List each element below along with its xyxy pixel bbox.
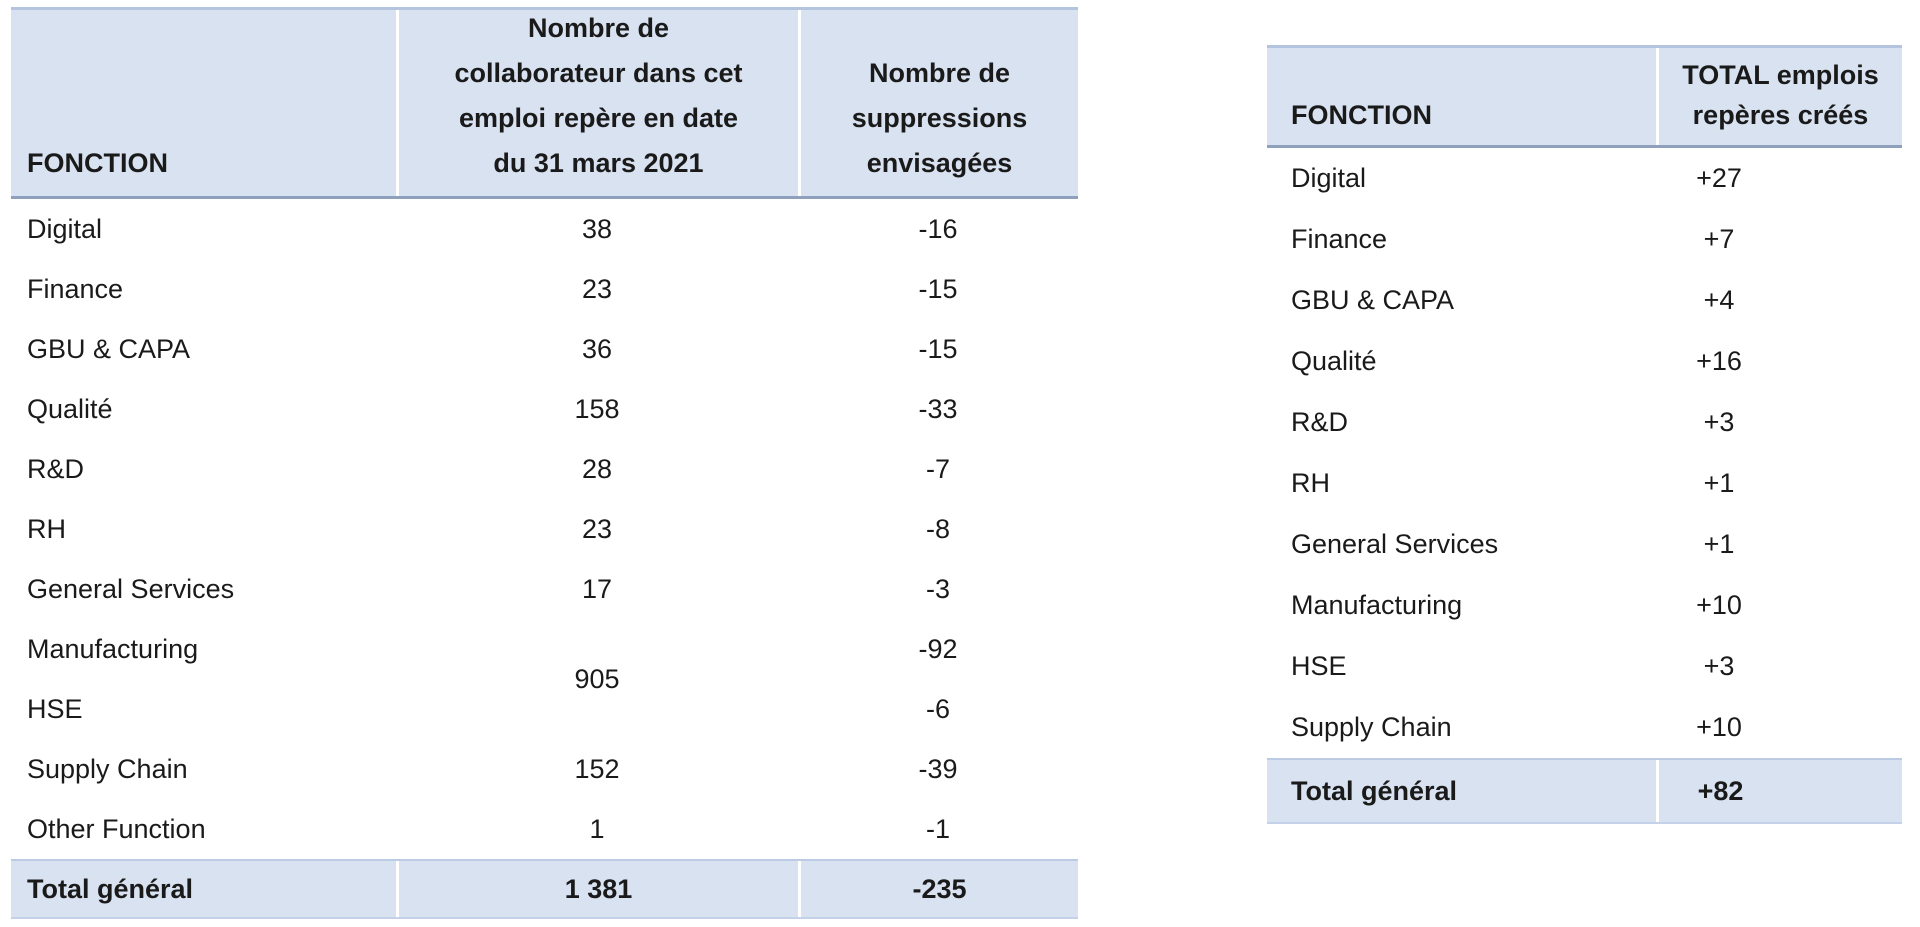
- total-row: Total général 1 381 -235: [11, 859, 1078, 919]
- fonction-cell: HSE: [27, 693, 83, 724]
- table-row-rh: RH +1: [1267, 453, 1902, 514]
- table-row-group-manufacturing-hse: Manufacturing HSE 905 -92 -6: [11, 619, 1078, 739]
- fonction-cell: R&D: [1291, 407, 1349, 437]
- header-total-emplois: TOTAL emplois repères créés: [1656, 48, 1902, 145]
- total-headcount: 1 381: [396, 861, 798, 917]
- value-cell: +4: [1703, 285, 1735, 315]
- table-row-gbu-capa: GBU & CAPA 36 -15: [11, 319, 1078, 379]
- creations-table-header: FONCTION TOTAL emplois repères créés: [1267, 45, 1902, 148]
- headcount-cell: 23: [581, 513, 613, 544]
- fonction-cell: RH: [27, 513, 66, 544]
- suppressions-cell: -8: [925, 513, 950, 544]
- suppressions-table-header: FONCTION Nombre de collaborateur dans ce…: [11, 7, 1078, 199]
- fonction-cell: Finance: [1291, 224, 1388, 254]
- suppressions-table: FONCTION Nombre de collaborateur dans ce…: [11, 7, 1078, 919]
- total-label: Total général: [1291, 775, 1458, 806]
- suppressions-cell: -33: [918, 393, 958, 424]
- table-row-rh: RH 23 -8: [11, 499, 1078, 559]
- header-fonction-label: FONCTION: [1291, 100, 1432, 130]
- value-cell: +27: [1696, 163, 1742, 193]
- fonction-cell: Supply Chain: [1291, 712, 1452, 742]
- value-cell: +7: [1703, 224, 1735, 254]
- fonction-cell: Digital: [27, 213, 103, 244]
- suppressions-cell: -92: [918, 633, 958, 664]
- table-row-hse: HSE +3: [1267, 636, 1902, 697]
- fonction-cell: Qualité: [27, 393, 113, 424]
- value-cell: +3: [1703, 651, 1735, 681]
- table-row-qualite: Qualité 158 -33: [11, 379, 1078, 439]
- suppressions-cell: -6: [925, 693, 950, 724]
- suppressions-cell: -3: [925, 573, 950, 604]
- headcount-cell: 36: [581, 333, 613, 364]
- fonction-cell: GBU & CAPA: [27, 333, 191, 364]
- fonction-cell: GBU & CAPA: [1291, 285, 1455, 315]
- headcount-cell: 38: [581, 213, 613, 244]
- merged-headcount-cell: 905: [574, 663, 620, 694]
- suppressions-cell: -7: [925, 453, 950, 484]
- table-row-digital: Digital 38 -16: [11, 199, 1078, 259]
- fonction-cell: Qualité: [1291, 346, 1377, 376]
- fonction-cell: R&D: [27, 453, 85, 484]
- table-row-rd: R&D 28 -7: [11, 439, 1078, 499]
- fonction-cell: Other Function: [27, 813, 206, 844]
- value-cell: +10: [1696, 590, 1742, 620]
- suppressions-cell: -16: [918, 213, 958, 244]
- suppressions-cell: -39: [918, 753, 958, 784]
- total-suppressions: -235: [798, 861, 1078, 917]
- fonction-cell: Finance: [27, 273, 124, 304]
- suppressions-cell: -15: [918, 333, 958, 364]
- table-row-finance: Finance +7: [1267, 209, 1902, 270]
- header-fonction-label: FONCTION: [27, 148, 168, 178]
- fonction-cell: General Services: [1291, 529, 1499, 559]
- fonction-cell: RH: [1291, 468, 1330, 498]
- value-cell: +16: [1696, 346, 1742, 376]
- merged-suppressions-cells: -92 -6: [798, 619, 1078, 739]
- header-suppressions: Nombre de suppressions envisagées: [798, 10, 1078, 196]
- headcount-cell: 158: [574, 393, 620, 424]
- header-headcount: Nombre de collaborateur dans cet emploi …: [396, 10, 798, 196]
- fonction-cell: Manufacturing: [1291, 590, 1463, 620]
- headcount-cell: 17: [581, 573, 613, 604]
- merged-fonction-labels: Manufacturing HSE: [11, 619, 396, 739]
- headcount-cell: 28: [581, 453, 613, 484]
- total-value: +82: [1656, 760, 1902, 822]
- table-row-other-function: Other Function 1 -1: [11, 799, 1078, 859]
- value-cell: +1: [1703, 529, 1735, 559]
- fonction-cell: HSE: [1291, 651, 1347, 681]
- suppressions-cell: -15: [918, 273, 958, 304]
- total-row: Total général +82: [1267, 758, 1902, 824]
- value-cell: +10: [1696, 712, 1742, 742]
- headcount-cell: 1: [589, 813, 605, 844]
- fonction-cell: Supply Chain: [27, 753, 188, 784]
- table-row-manufacturing: Manufacturing +10: [1267, 575, 1902, 636]
- value-cell: +3: [1703, 407, 1735, 437]
- fonction-cell: Manufacturing: [27, 633, 199, 664]
- table-row-finance: Finance 23 -15: [11, 259, 1078, 319]
- table-row-qualite: Qualité +16: [1267, 331, 1902, 392]
- header-fonction: FONCTION: [1267, 48, 1656, 145]
- headcount-cell: 152: [574, 753, 620, 784]
- headcount-cell: 23: [581, 273, 613, 304]
- table-row-supply-chain: Supply Chain +10: [1267, 697, 1902, 758]
- table-row-general-services: General Services 17 -3: [11, 559, 1078, 619]
- suppressions-cell: -1: [925, 813, 950, 844]
- table-row-gbu-capa: GBU & CAPA +4: [1267, 270, 1902, 331]
- table-row-general-services: General Services +1: [1267, 514, 1902, 575]
- fonction-cell: Digital: [1291, 163, 1367, 193]
- total-label: Total général: [27, 873, 194, 904]
- header-fonction: FONCTION: [11, 10, 396, 196]
- fonction-cell: General Services: [27, 573, 235, 604]
- value-cell: +1: [1703, 468, 1735, 498]
- table-row-supply-chain: Supply Chain 152 -39: [11, 739, 1078, 799]
- table-row-rd: R&D +3: [1267, 392, 1902, 453]
- creations-table: FONCTION TOTAL emplois repères créés Dig…: [1267, 45, 1902, 824]
- table-row-digital: Digital +27: [1267, 148, 1902, 209]
